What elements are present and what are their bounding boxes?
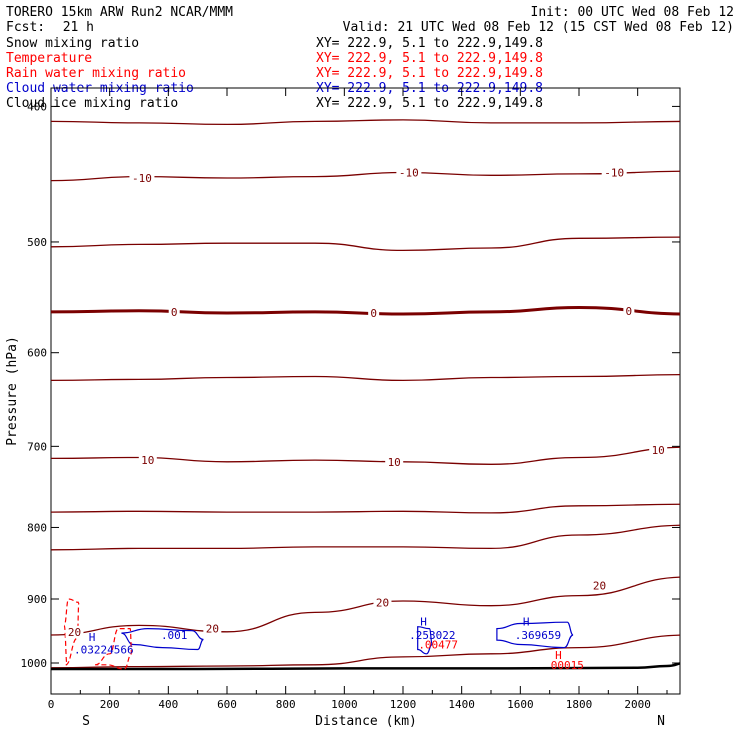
isotherm-label: 20 [206, 623, 219, 636]
isotherm-label-bg [129, 171, 155, 184]
contour-value-label: 00015 [551, 659, 584, 672]
isotherm-label-bg [623, 304, 635, 317]
legend-name-temperature: Temperature [6, 51, 92, 66]
x-tick-label: 1400 [448, 698, 475, 711]
maximum-marker: H [555, 649, 562, 662]
x-tick-label: 0 [48, 698, 55, 711]
cloud-water-contour [417, 626, 433, 655]
surface-line [51, 662, 680, 671]
contour-value-label: .253022 [409, 629, 455, 642]
isotherm-label: -10 [132, 172, 152, 185]
valid-time: Valid: 21 UTC Wed 08 Feb 12 (15 CST Wed … [343, 20, 734, 35]
isotherm-label: 20 [68, 626, 81, 639]
forecast-label: Fcst: [6, 20, 45, 35]
x-axis-title: Distance (km) [315, 714, 417, 729]
y-tick-label: 1000 [21, 657, 48, 670]
isotherm-label-bg [373, 596, 392, 609]
rain-water-contour [94, 627, 133, 670]
x-tick-label: 1600 [507, 698, 534, 711]
isotherm-line [51, 634, 680, 669]
start-endpoint-label: S [82, 714, 90, 729]
x-tick-label: 400 [158, 698, 178, 711]
y-tick-label: 400 [27, 100, 47, 113]
x-tick-label: 1200 [390, 698, 417, 711]
legend-range-rain: XY= 222.9, 5.1 to 222.9,149.8 [316, 66, 543, 81]
axes: 0200400600800100012001400160018002000200… [21, 88, 680, 711]
end-endpoint-label: N [657, 714, 665, 729]
isotherm-label: 20 [593, 579, 606, 592]
isotherm-label-bg [385, 455, 404, 468]
isotherm-line [51, 305, 680, 316]
isotherm-label-bg [368, 306, 380, 319]
legend-range-snow: XY= 222.9, 5.1 to 222.9,149.8 [316, 36, 543, 51]
isotherm-label-bg [138, 454, 157, 467]
legend: Snow mixing ratio XY= 222.9, 5.1 to 222.… [6, 36, 543, 111]
y-tick-label: 700 [27, 440, 47, 453]
maximum-marker: H [420, 616, 427, 629]
cloud-water-contour [121, 627, 204, 651]
y-tick-label: 600 [27, 347, 47, 360]
isotherm-label: -10 [604, 167, 624, 180]
isotherm-label: -10 [399, 167, 419, 180]
legend-name-snow: Snow mixing ratio [6, 36, 139, 51]
x-tick-label: 200 [100, 698, 120, 711]
cloud-water-contour [496, 621, 574, 649]
isotherm-line [51, 373, 680, 382]
rain-water-contour [63, 598, 80, 666]
isotherm-label-bg [65, 625, 84, 638]
forecast-hours: 21 h [63, 20, 94, 35]
legend-range-temperature: XY= 222.9, 5.1 to 222.9,149.8 [316, 51, 543, 66]
isotherm-label: 20 [376, 596, 389, 609]
isotherm-label: 10 [652, 444, 665, 457]
x-tick-label: 800 [276, 698, 296, 711]
init-time: Init: 00 UTC Wed 08 Feb 12 [531, 5, 735, 20]
isotherm-line [51, 524, 680, 551]
legend-range-cloud-ice: XY= 222.9, 5.1 to 222.9,149.8 [316, 96, 543, 111]
x-tick-label: 1800 [566, 698, 593, 711]
isotherm-label: 0 [370, 307, 377, 320]
legend-name-rain: Rain water mixing ratio [6, 66, 186, 81]
contour-value-label: .03224566 [74, 643, 134, 656]
isotherm-label: 0 [171, 306, 178, 319]
isotherm-label: 10 [141, 454, 154, 467]
y-tick-label: 800 [27, 521, 47, 534]
x-tick-label: 2000 [624, 698, 651, 711]
legend-name-cloud-ice: Cloud ice mixing ratio [6, 96, 178, 111]
contour-value-label: .001 [161, 629, 188, 642]
maximum-marker: H [523, 616, 530, 629]
isotherm-line [51, 576, 680, 636]
isotherm-label-bg [203, 622, 222, 635]
model-title: TORERO 15km ARW Run2 NCAR/MMM [6, 5, 233, 20]
isotherm-label-bg [396, 166, 422, 179]
contour-value-label: .00477 [418, 638, 458, 651]
isotherm-label: 10 [388, 456, 401, 469]
isotherm-line [51, 119, 680, 126]
x-tick-label: 1000 [331, 698, 358, 711]
isotherm-line [51, 236, 680, 252]
isotherm-label-bg [590, 579, 609, 592]
y-axis-title: Pressure (hPa) [5, 336, 20, 446]
maximum-marker: H [89, 631, 96, 644]
isotherm-label-bg [168, 305, 180, 318]
y-tick-label: 500 [27, 236, 47, 249]
plot-frame [50, 87, 681, 695]
isotherm-line [51, 503, 680, 514]
plot-content: -30-30-30-40-20-20-20-10-10-100001010102… [51, 119, 680, 672]
x-tick-label: 600 [217, 698, 237, 711]
y-tick-label: 900 [27, 593, 47, 606]
isotherm-label: 0 [626, 305, 633, 318]
isotherm-label-bg [601, 166, 627, 179]
chart-header: TORERO 15km ARW Run2 NCAR/MMM Init: 00 U… [6, 5, 734, 35]
contour-value-label: .369659 [515, 629, 561, 642]
isotherm-label-bg [649, 443, 668, 456]
